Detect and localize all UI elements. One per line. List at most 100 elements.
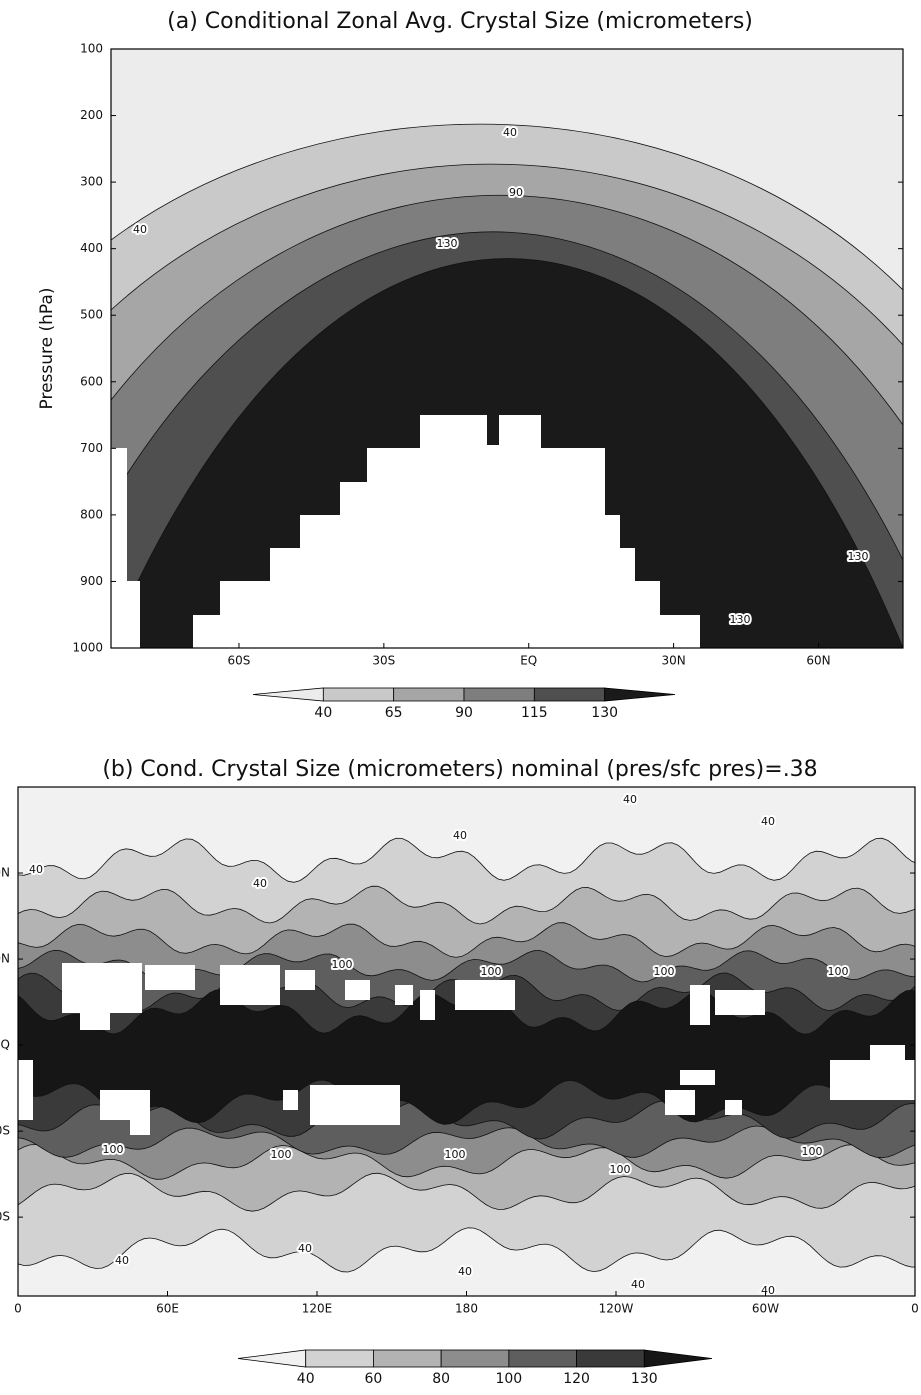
x-tick-label: 60E (156, 1302, 179, 1316)
contour-label: 40 (453, 829, 467, 842)
missing-data (680, 1070, 715, 1085)
contour-label: 100 (332, 958, 353, 971)
plot-frame (110, 48, 904, 649)
contour-label: 100 (445, 1148, 466, 1161)
contour-label: 130 (437, 237, 458, 250)
plot-area (18, 787, 915, 1296)
x-tick-label: 60N (806, 654, 830, 668)
colorbar-segment (604, 687, 676, 702)
missing-data (145, 965, 195, 990)
contour-label: 100 (271, 1148, 292, 1161)
colorbar-label: 65 (385, 705, 403, 721)
colorbar-label: 130 (591, 705, 618, 721)
colorbar-segment (393, 687, 465, 702)
colorbar-label: 60 (365, 1371, 383, 1387)
missing-data (18, 1060, 33, 1120)
missing-data (283, 1090, 298, 1110)
contour-label: 130 (848, 550, 869, 563)
y-tick-label: 900 (80, 574, 103, 588)
colorbar-label: 40 (297, 1371, 315, 1387)
contour-label: 40 (115, 1254, 129, 1267)
colorbar-segment (576, 1349, 645, 1368)
y-tick-label: 30N (0, 952, 10, 966)
y-tick-label: 800 (80, 507, 103, 521)
missing-data (690, 985, 710, 1025)
x-tick-label: 120E (302, 1302, 333, 1316)
colorbar-segment (305, 1349, 374, 1368)
colorbar-label: 115 (521, 705, 548, 721)
missing-data (665, 1090, 695, 1115)
y-tick-label: 30S (0, 1124, 10, 1138)
x-tick-label: 60S (228, 654, 251, 668)
y-tick-label: 1000 (72, 641, 103, 655)
x-tick-label: 60W (752, 1302, 779, 1316)
contour-label: 40 (631, 1278, 645, 1291)
contour-label: 100 (654, 965, 675, 978)
y-tick-label: 60N (0, 866, 10, 880)
contour-label: 40 (761, 815, 775, 828)
x-tick-label: 0 (911, 1302, 919, 1316)
x-tick-label: 180 (455, 1302, 478, 1316)
y-tick-label: EQ (0, 1038, 10, 1052)
contour-label: 90 (509, 186, 523, 199)
missing-data (420, 990, 435, 1020)
missing-data (395, 985, 413, 1005)
missing-data (62, 963, 142, 1013)
missing-data (870, 1045, 905, 1065)
contour-label: 100 (610, 1163, 631, 1176)
colorbar-segment (237, 1349, 307, 1368)
x-tick-label: 30N (661, 654, 685, 668)
contour-label: 40 (458, 1265, 472, 1278)
y-tick-label: 300 (80, 175, 103, 189)
colorbar-label: 90 (455, 705, 473, 721)
colorbar-segment (322, 687, 395, 702)
y-tick-label: 600 (80, 374, 103, 388)
contour-label: 40 (761, 1284, 775, 1297)
colorbar-segment (463, 687, 535, 702)
y-axis-label: Pressure (hPa) (37, 288, 57, 410)
x-tick-label: 30S (372, 654, 395, 668)
colorbar-segment (508, 1349, 577, 1368)
contour-label: 130 (730, 613, 751, 626)
chart-title: (b) Cond. Crystal Size (micrometers) nom… (102, 757, 817, 782)
missing-data (715, 990, 765, 1015)
x-tick-label: 0 (14, 1302, 22, 1316)
colorbar-label: 80 (432, 1371, 450, 1387)
contour-label: 40 (298, 1242, 312, 1255)
contour-label: 40 (623, 793, 637, 806)
contour-label: 100 (103, 1143, 124, 1156)
contour-label: 100 (481, 965, 502, 978)
contour-label: 100 (828, 965, 849, 978)
plot-area (111, 49, 903, 648)
colorbar-label: 130 (631, 1371, 658, 1387)
missing-data (345, 980, 370, 1000)
missing-data (285, 970, 315, 990)
colorbar-segment (373, 1349, 442, 1368)
colorbar-label: 100 (495, 1371, 522, 1387)
colorbar-label: 40 (314, 705, 332, 721)
chart-title: (a) Conditional Zonal Avg. Crystal Size … (167, 9, 753, 34)
contour-label: 40 (29, 863, 43, 876)
colorbar-segment (643, 1349, 713, 1368)
contour-label: 100 (802, 1145, 823, 1158)
missing-data (130, 1115, 150, 1135)
missing-data (830, 1060, 915, 1100)
x-tick-label: EQ (520, 654, 537, 668)
missing-data (310, 1085, 400, 1125)
y-tick-label: 60S (0, 1210, 10, 1224)
y-tick-label: 400 (80, 241, 103, 255)
contour-label: 40 (503, 126, 517, 139)
x-tick-label: 120W (599, 1302, 634, 1316)
y-tick-label: 700 (80, 441, 103, 455)
colorbar-segment (252, 687, 324, 702)
y-tick-label: 500 (80, 308, 103, 322)
missing-data (80, 1013, 110, 1030)
colorbar-segment (440, 1349, 510, 1368)
colorbar-label: 120 (563, 1371, 590, 1387)
contour-label: 40 (253, 877, 267, 890)
missing-data (220, 965, 280, 1005)
missing-data (111, 415, 700, 648)
colorbar-segment (533, 687, 606, 702)
